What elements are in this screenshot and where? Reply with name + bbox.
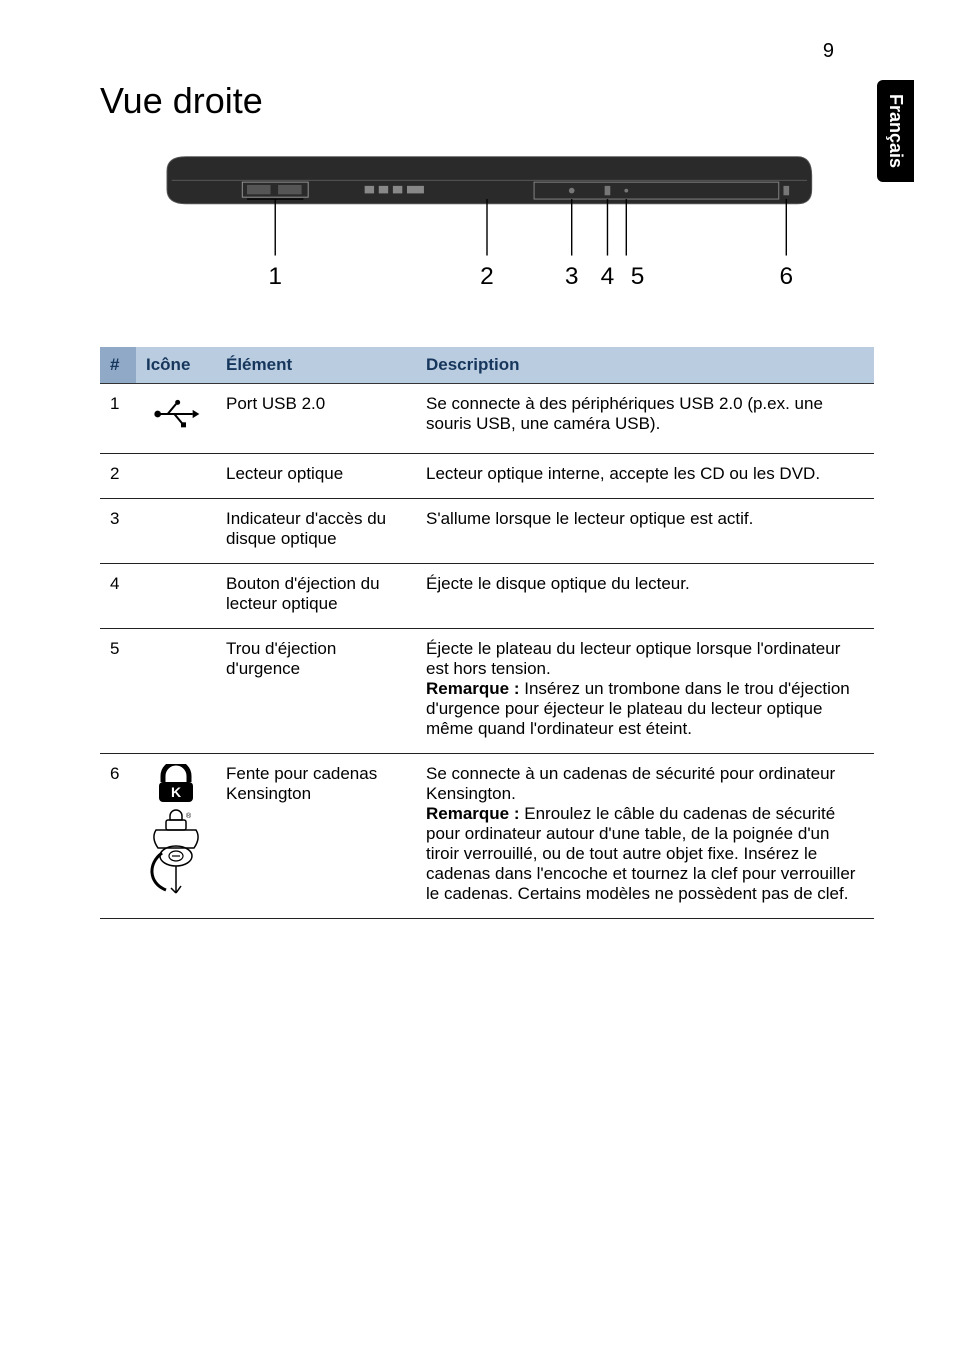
callout-6: 6 (779, 263, 793, 290)
callout-1: 1 (268, 263, 282, 290)
laptop-side-svg: 1 2 3 4 5 6 (147, 152, 827, 312)
row-icon: K ® (136, 754, 216, 919)
page-title: Vue droite (100, 80, 874, 122)
row-element: Fente pour cadenas Kensington (216, 754, 416, 919)
spec-table: # Icône Élément Description 1 Port USB 2 (100, 347, 874, 919)
kensington-lock-illustration: ® (146, 808, 206, 898)
desc-before: Se connecte à un cadenas de sécurité pou… (426, 764, 835, 803)
svg-text:®: ® (186, 812, 192, 820)
row-icon (136, 384, 216, 454)
row-num: 5 (100, 629, 136, 754)
row-element: Bouton d'éjection du lecteur optique (216, 564, 416, 629)
usb-icon (151, 394, 201, 434)
col-description: Description (416, 347, 874, 384)
row-num: 1 (100, 384, 136, 454)
row-icon (136, 629, 216, 754)
row-description: Se connecte à un cadenas de sécurité pou… (416, 754, 874, 919)
table-row: 2 Lecteur optique Lecteur optique intern… (100, 454, 874, 499)
row-element: Lecteur optique (216, 454, 416, 499)
table-row: 5 Trou d'éjection d'urgence Éjecte le pl… (100, 629, 874, 754)
table-row: 3 Indicateur d'accès du disque optique S… (100, 499, 874, 564)
row-icon (136, 564, 216, 629)
row-element: Indicateur d'accès du disque optique (216, 499, 416, 564)
desc-bold: Remarque : (426, 679, 520, 698)
callout-5: 5 (631, 263, 645, 290)
table-row: 1 Port USB 2.0 Se connecte à des périphé… (100, 384, 874, 454)
page-number: 9 (823, 40, 834, 63)
col-icon: Icône (136, 347, 216, 384)
desc-bold: Remarque : (426, 804, 520, 823)
laptop-side-figure: 1 2 3 4 5 6 (100, 152, 874, 317)
svg-text:K: K (171, 784, 181, 800)
callout-3: 3 (565, 263, 579, 290)
row-element: Port USB 2.0 (216, 384, 416, 454)
row-description: Éjecte le disque optique du lecteur. (416, 564, 874, 629)
table-header-row: # Icône Élément Description (100, 347, 874, 384)
lock-icon: K (151, 764, 201, 804)
row-description: Éjecte le plateau du lecteur optique lor… (416, 629, 874, 754)
row-description: S'allume lorsque le lecteur optique est … (416, 499, 874, 564)
row-num: 4 (100, 564, 136, 629)
row-num: 6 (100, 754, 136, 919)
table-row: 6 K ® Fente po (100, 754, 874, 919)
row-num: 3 (100, 499, 136, 564)
row-icon (136, 499, 216, 564)
callout-4: 4 (601, 263, 615, 290)
desc-before: Éjecte le plateau du lecteur optique lor… (426, 639, 840, 678)
row-description: Lecteur optique interne, accepte les CD … (416, 454, 874, 499)
row-description: Se connecte à des périphériques USB 2.0 … (416, 384, 874, 454)
row-element: Trou d'éjection d'urgence (216, 629, 416, 754)
col-hash: # (100, 347, 136, 384)
callout-2: 2 (480, 263, 494, 290)
row-icon (136, 454, 216, 499)
table-row: 4 Bouton d'éjection du lecteur optique É… (100, 564, 874, 629)
row-num: 2 (100, 454, 136, 499)
col-element: Élément (216, 347, 416, 384)
language-tab: Français (877, 80, 914, 182)
